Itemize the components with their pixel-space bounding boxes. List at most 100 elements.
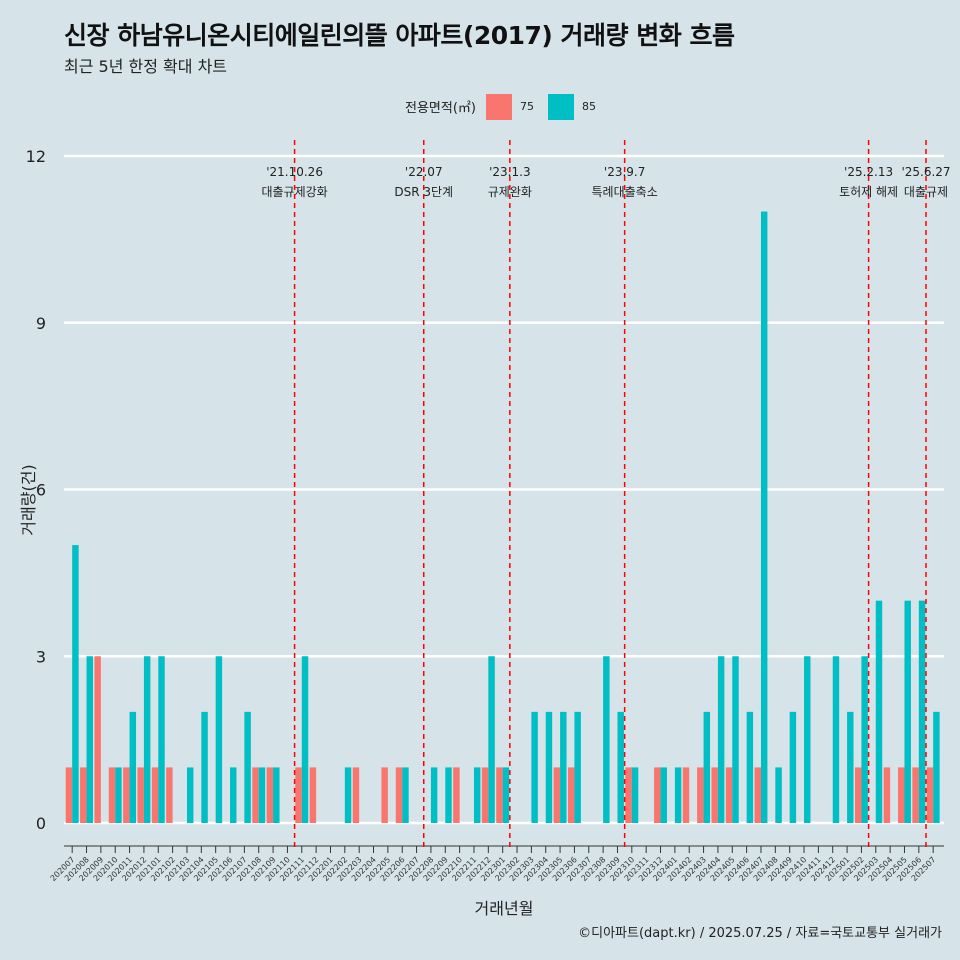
- bar-75-202205: [381, 767, 388, 823]
- bar-75-202102: [166, 767, 173, 823]
- bar-85-202403: [703, 711, 711, 823]
- bar-75-202506: [912, 767, 919, 823]
- bar-75-202109: [266, 767, 274, 823]
- bar-85-202202: [344, 767, 352, 823]
- event-label: 토허제 해제: [839, 185, 898, 199]
- bar-85-202308: [603, 656, 610, 823]
- chart-subtitle: 최근 5년 한정 확대 차트: [64, 57, 228, 76]
- event-date: '21.10.26: [266, 165, 323, 179]
- legend-label-85: 85: [581, 100, 596, 113]
- event-date: '23.1.3: [489, 165, 530, 179]
- event-label: 대출규제: [904, 185, 948, 199]
- event-label: 규제완화: [488, 185, 532, 199]
- bar-85-202502: [861, 656, 868, 823]
- bar-85-202010: [115, 767, 122, 823]
- bar-75-202404: [711, 767, 718, 823]
- x-axis-title: 거래년월: [475, 899, 534, 918]
- bar-75-202405: [725, 767, 733, 823]
- bar-85-202105: [215, 656, 223, 823]
- bar-85-202008: [86, 656, 93, 823]
- bar-85-202503: [875, 600, 883, 823]
- bar-85-202409: [789, 711, 797, 823]
- event-date: '23.9.7: [604, 165, 645, 179]
- bar-75-202007: [65, 767, 73, 823]
- bar-85-202305: [560, 711, 567, 823]
- bar-75-202407: [754, 767, 761, 823]
- bar-85-202011: [129, 711, 137, 823]
- event-date: '22.07: [405, 165, 443, 179]
- bar-85-202111: [301, 656, 309, 823]
- bar-75-202507: [926, 767, 934, 823]
- bar-75-202305: [553, 767, 561, 823]
- legend-label-75: 75: [519, 100, 534, 113]
- bar-85-202501: [847, 711, 854, 823]
- bar-85-202312: [660, 767, 667, 823]
- bar-75-202210: [453, 767, 460, 823]
- bar-85-202103: [186, 767, 194, 823]
- bar-85-202304: [545, 711, 553, 823]
- bar-75-202306: [567, 767, 575, 823]
- y-tick-label: 9: [36, 314, 46, 333]
- bar-85-202303: [531, 711, 538, 823]
- bar-75-202310: [625, 767, 632, 823]
- event-date: '25.6.27: [901, 165, 950, 179]
- bar-85-202108: [258, 767, 266, 823]
- bar-75-202012: [137, 767, 144, 823]
- bar-75-202010: [108, 767, 116, 823]
- bar-75-202312: [654, 767, 661, 823]
- event-label: DSR 3단계: [394, 185, 453, 199]
- bar-75-202212: [481, 767, 489, 823]
- bar-85-202412: [832, 656, 840, 823]
- bar-75-202008: [80, 767, 87, 823]
- bar-85-202309: [617, 711, 624, 823]
- bar-85-202404: [717, 656, 725, 823]
- bar-75-202111: [295, 767, 302, 823]
- y-tick-label: 0: [36, 814, 46, 833]
- bar-75-202112: [309, 767, 317, 823]
- bar-85-202506: [918, 600, 926, 823]
- bar-75-202011: [123, 767, 130, 823]
- bar-75-202504: [883, 767, 891, 823]
- bar-85-202405: [732, 656, 739, 823]
- chart-title: 신장 하남유니온시티에일린의뜰 아파트(2017) 거래량 변화 흐름: [64, 21, 735, 50]
- bar-85-202101: [158, 656, 165, 823]
- y-tick-label: 12: [26, 147, 46, 166]
- bar-85-202109: [273, 767, 280, 823]
- legend-swatch-85: [547, 93, 574, 120]
- bar-85-202507: [933, 711, 940, 823]
- legend: 전용면적(㎡) 75 85: [405, 93, 610, 120]
- legend-title: 전용면적(㎡): [405, 101, 476, 116]
- bar-75-202502: [854, 767, 862, 823]
- bar-85-202206: [402, 767, 409, 823]
- bar-85-202301: [502, 767, 510, 823]
- bar-75-202505: [898, 767, 905, 823]
- bar-75-202108: [252, 767, 259, 823]
- bar-85-202408: [775, 767, 782, 823]
- bar-85-202401: [674, 767, 682, 823]
- bar-85-202505: [904, 600, 911, 823]
- bar-75-202203: [352, 767, 360, 823]
- bar-85-202104: [201, 711, 208, 823]
- bar-85-202407: [760, 211, 768, 824]
- event-date: '25.2.13: [844, 165, 893, 179]
- bar-75-202403: [697, 767, 704, 823]
- bar-85-202012: [143, 656, 151, 823]
- bar-85-202410: [804, 656, 811, 823]
- y-tick-label: 3: [36, 647, 46, 666]
- bar-75-202301: [496, 767, 503, 823]
- event-label: 대출규제강화: [261, 185, 327, 199]
- legend-swatch-75: [485, 93, 512, 120]
- bar-75-202402: [682, 767, 690, 823]
- bar-75-202206: [395, 767, 403, 823]
- bar-85-202310: [631, 767, 639, 823]
- bar-75-202009: [94, 656, 101, 823]
- bar-85-202209: [445, 767, 452, 823]
- event-label: 특례대출축소: [592, 185, 658, 199]
- y-axis-title: 거래량(건): [19, 464, 38, 535]
- bar-85-202107: [244, 711, 251, 823]
- footer-credit: ©디아파트(dapt.kr) / 2025.07.25 / 자료=국토교통부 실…: [578, 926, 942, 941]
- y-tick-label: 6: [36, 481, 46, 500]
- bar-75-202101: [151, 767, 159, 823]
- bar-85-202212: [488, 656, 495, 823]
